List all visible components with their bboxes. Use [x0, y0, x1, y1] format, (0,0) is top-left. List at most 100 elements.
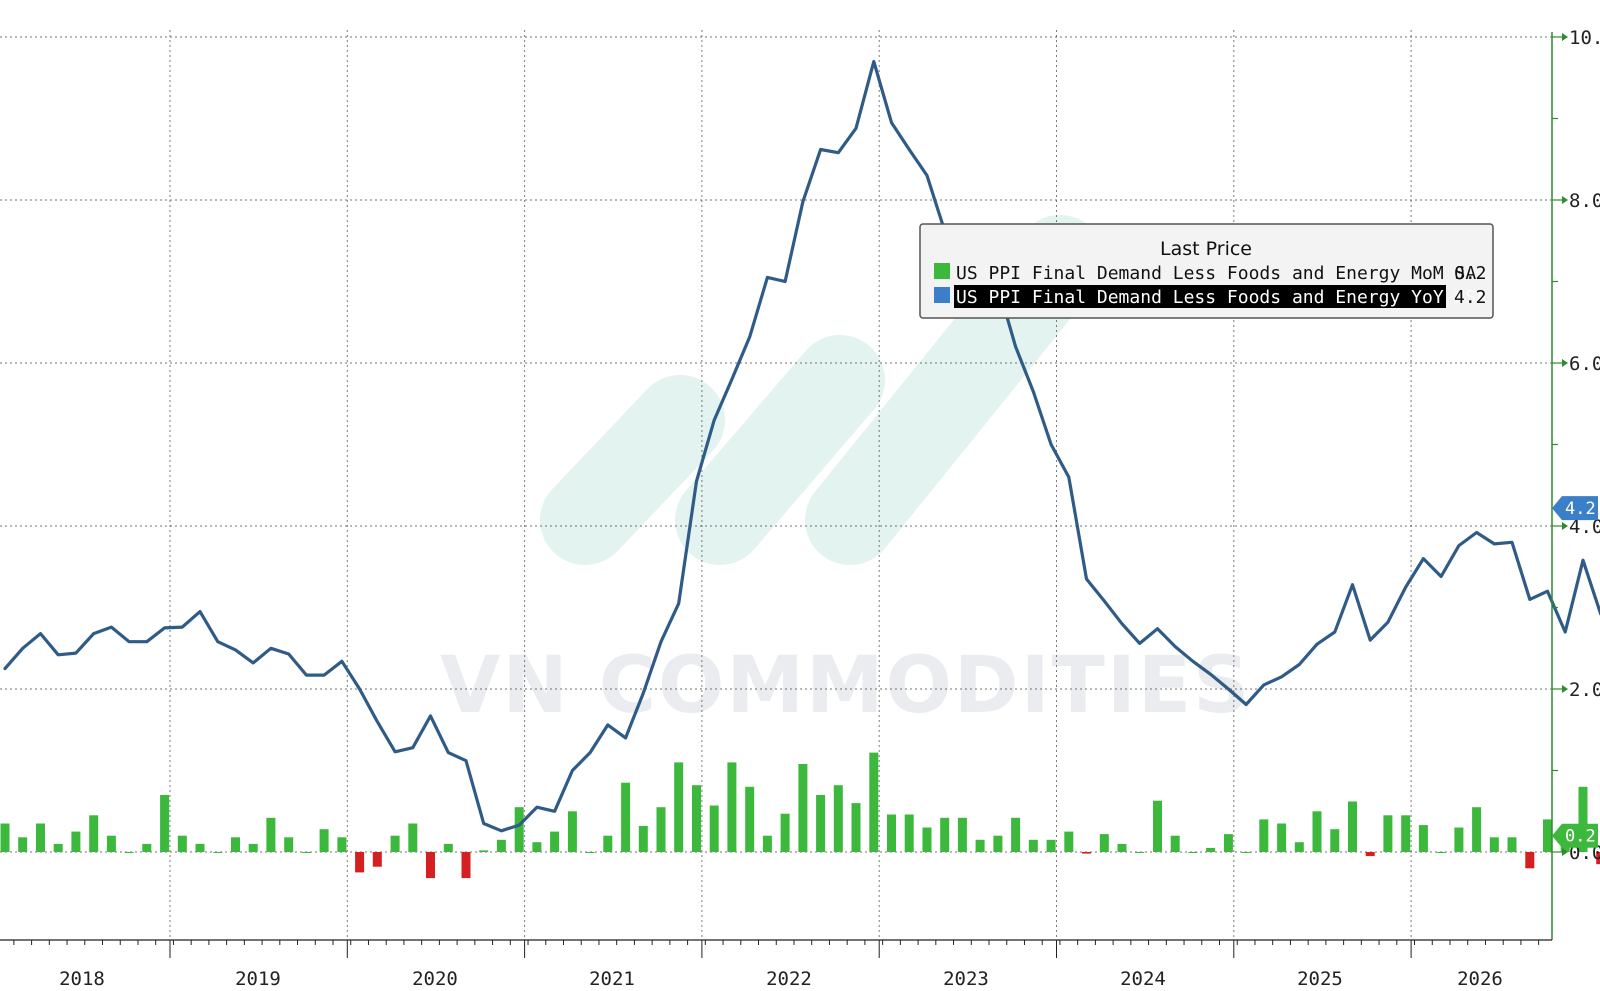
mom-bar	[1507, 837, 1517, 852]
mom-bar	[762, 835, 772, 852]
mom-bar	[550, 831, 560, 852]
mom-bar	[727, 762, 737, 852]
x-tick-label: 2019	[235, 968, 281, 990]
mom-bar	[284, 837, 294, 852]
mom-bar	[213, 852, 223, 853]
mom-bar	[1383, 815, 1393, 852]
y-tick-label: 2.0	[1569, 679, 1600, 701]
x-tick-label: 2023	[943, 968, 989, 990]
mom-bar	[1153, 800, 1162, 852]
mom-bar	[1418, 825, 1428, 852]
legend-title: Last Price	[1160, 238, 1252, 260]
mom-bar	[1117, 843, 1127, 852]
legend-swatch-yoy	[934, 287, 950, 303]
x-tick-label: 2026	[1457, 968, 1503, 990]
mom-bar	[1046, 839, 1056, 852]
mom-bar	[266, 817, 276, 852]
yoy-line-layer	[3, 59, 1600, 833]
mom-bar	[638, 825, 648, 852]
mom-bar	[408, 823, 418, 852]
y-tick-arrow	[1562, 196, 1568, 204]
mom-bar	[1348, 801, 1357, 852]
y-tick-arrow	[1562, 848, 1568, 856]
watermark: VN COMMODITIES	[440, 215, 1249, 731]
mom-bar	[869, 752, 879, 852]
x-tick-label: 2025	[1297, 968, 1343, 990]
mom-bar	[479, 850, 489, 852]
mom-bar	[443, 843, 453, 852]
mom-bar	[1241, 852, 1251, 853]
legend-label-mom: US PPI Final Demand Less Foods and Energ…	[956, 263, 1476, 284]
mom-bar	[833, 785, 843, 852]
mom-bar	[1525, 852, 1535, 869]
mom-bar	[1277, 823, 1287, 852]
mom-bar	[851, 803, 861, 852]
legend-value-yoy: 4.2	[1454, 287, 1487, 308]
mom-bar	[142, 843, 152, 852]
mom-bar	[1596, 852, 1600, 865]
mom-bar	[89, 815, 99, 852]
mom-bar	[248, 843, 258, 852]
mom-bar	[1188, 852, 1198, 853]
legend-swatch-mom	[934, 263, 950, 279]
mom-bar	[532, 842, 542, 852]
mom-bar	[1064, 831, 1074, 852]
mom-bar	[461, 852, 471, 879]
mom-bar	[1472, 807, 1482, 852]
mom-bar	[106, 835, 116, 852]
mom-bar	[904, 814, 914, 852]
mom-bar	[195, 843, 205, 852]
mom-bar	[1578, 786, 1588, 852]
mom-bar	[496, 839, 506, 852]
mom-bar	[1223, 834, 1233, 852]
mom-bar	[0, 823, 10, 852]
mom-bar	[940, 817, 950, 852]
y-tick-label: 4.0	[1569, 516, 1600, 538]
x-tick-label: 2018	[59, 968, 105, 990]
mom-bar	[177, 835, 187, 852]
mom-bar	[993, 835, 1003, 852]
mom-bar	[36, 823, 45, 852]
mom-bar	[1489, 837, 1499, 852]
mom-bar	[887, 814, 896, 852]
mom-bar	[692, 785, 701, 852]
mom-bar	[1011, 817, 1021, 852]
last-value-tag-mom	[1552, 823, 1598, 848]
mom-bar	[1330, 829, 1340, 852]
mom-bar	[1454, 827, 1464, 852]
last-value-tag-yoy	[1552, 496, 1598, 521]
mom-bar	[124, 852, 134, 853]
mom-bar	[1135, 852, 1145, 853]
mom-bar	[1312, 811, 1322, 853]
mom-bars	[0, 752, 1600, 879]
legend-value-mom: 0.2	[1454, 263, 1487, 284]
mom-bar	[1543, 819, 1552, 852]
legend: Last Price US PPI Final Demand Less Food…	[919, 223, 1494, 319]
mom-bar	[656, 807, 666, 852]
mom-bar	[603, 835, 613, 852]
mom-bar	[372, 852, 382, 867]
y-tick-arrow	[1562, 359, 1568, 367]
mom-bar	[1206, 847, 1216, 852]
mom-bar	[922, 827, 932, 852]
mom-bar	[745, 786, 755, 852]
mom-bar	[426, 852, 435, 879]
y-tick-label: 8.0	[1569, 190, 1600, 212]
legend-highlight	[954, 285, 1446, 308]
mom-bar	[567, 811, 577, 853]
x-tick-label: 2021	[589, 968, 635, 990]
x-tick-label: 2022	[766, 968, 812, 990]
mom-bar	[1259, 819, 1269, 852]
y-tick-arrow	[1562, 522, 1568, 530]
y-tick-arrow	[1562, 685, 1568, 693]
mom-bar	[780, 813, 790, 852]
mom-bar	[160, 795, 170, 852]
mom-bar	[957, 817, 967, 852]
last-value-tag-yoy-text: 4.2	[1565, 499, 1596, 519]
mom-bar	[1401, 815, 1411, 852]
mom-bar	[71, 831, 81, 852]
mom-bar	[975, 839, 985, 852]
mom-bar	[319, 829, 329, 852]
last-value-tag-mom-text: 0.2	[1565, 827, 1596, 847]
